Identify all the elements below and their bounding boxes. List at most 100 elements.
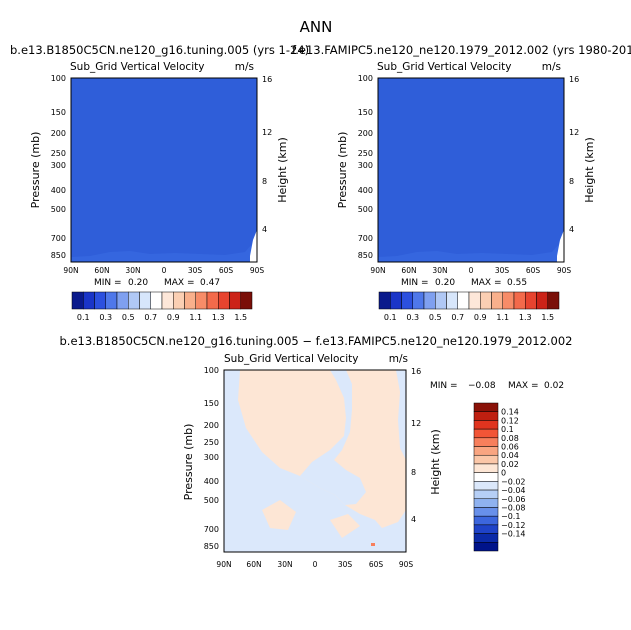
x-tick-label: 60N — [401, 266, 416, 275]
panel-2-max-label: MAX = — [471, 278, 502, 288]
colorbar-swatch — [536, 291, 548, 310]
y-right-tick-label: 12 — [262, 128, 272, 137]
panel-1-x-ticks: 90N 60N 30N 0 30S 60S 90S — [63, 266, 264, 275]
colorbar-label: 0.5 — [122, 313, 135, 322]
x-tick-label: 60N — [246, 560, 261, 569]
colorbar-label: 0.12 — [501, 416, 519, 425]
colorbar-label: −0.14 — [501, 530, 526, 539]
panel-3: b.e13.B1850C5CN.ne120_g16.tuning.005 − f… — [59, 334, 572, 569]
colorbar-label: −0.08 — [501, 503, 526, 512]
y-tick-label: 850 — [204, 542, 219, 551]
panel-3-min-spot — [371, 543, 375, 546]
page-title: ANN — [300, 18, 333, 36]
y-tick-label: 250 — [204, 438, 219, 447]
colorbar-swatch — [150, 291, 163, 310]
colorbar-swatch — [401, 291, 413, 310]
colorbar-swatch — [491, 291, 503, 310]
y-tick-label: 400 — [358, 186, 373, 195]
x-tick-label: 30S — [338, 560, 353, 569]
y-right-tick-label: 8 — [411, 468, 416, 477]
x-tick-label: 60S — [526, 266, 541, 275]
colorbar-swatch — [473, 428, 499, 439]
colorbar-label: −0.02 — [501, 477, 526, 486]
x-tick-label: 0 — [313, 560, 318, 569]
y-right-tick-label: 4 — [569, 225, 574, 234]
panel-2-field — [378, 78, 564, 262]
panel-3-max-value: 0.02 — [544, 381, 564, 391]
colorbar-swatch — [473, 411, 499, 421]
y-tick-label: 150 — [204, 399, 219, 408]
panel-3-y-label-right: Height (km) — [429, 429, 442, 495]
y-tick-label: 850 — [51, 251, 66, 260]
y-tick-label: 850 — [358, 251, 373, 260]
y-tick-label: 200 — [204, 421, 219, 430]
colorbar-label: 0.5 — [429, 313, 442, 322]
colorbar-swatch — [378, 291, 391, 310]
colorbar-swatch — [473, 542, 499, 552]
colorbar-label: −0.04 — [501, 486, 526, 495]
colorbar-label: 0.1 — [384, 313, 397, 322]
colorbar-swatch — [525, 291, 537, 310]
colorbar-swatch — [83, 291, 95, 310]
y-tick-label: 700 — [358, 234, 373, 243]
colorbar-label: 0.9 — [167, 313, 180, 322]
colorbar-swatch — [218, 291, 230, 310]
colorbar-swatch — [390, 291, 402, 310]
y-tick-label: 300 — [51, 161, 66, 170]
colorbar-swatch — [128, 291, 140, 310]
x-tick-label: 60S — [369, 560, 384, 569]
y-tick-label: 150 — [51, 108, 66, 117]
panel-2-min-label: MIN = — [401, 278, 429, 288]
x-tick-label: 90N — [63, 266, 78, 275]
colorbar-swatch — [116, 291, 129, 310]
colorbar-label: −0.06 — [501, 495, 526, 504]
y-tick-label: 400 — [204, 477, 219, 486]
colorbar-label: 0 — [501, 469, 506, 478]
panel-1-units: m/s — [235, 61, 254, 73]
x-tick-label: 60N — [94, 266, 109, 275]
colorbar-label: 0.06 — [501, 443, 519, 452]
y-tick-label: 500 — [204, 496, 219, 505]
panel-2-y-right-ticks: 16 12 8 4 — [569, 75, 579, 234]
colorbar-panel-2: 0.1 0.3 0.5 0.7 0.9 1.1 1.3 1.5 — [378, 291, 560, 322]
colorbar-panel-3: 0.140.120.10.080.060.040.020−0.02−0.04−0… — [473, 402, 526, 552]
colorbar-panel-1: 0.1 0.3 0.5 0.7 0.9 1.1 1.3 1.5 — [71, 291, 253, 322]
y-tick-label: 100 — [204, 366, 219, 375]
panel-1: b.e13.B1850C5CN.ne120_g16.tuning.005 (yr… — [10, 43, 309, 288]
y-tick-label: 100 — [358, 74, 373, 83]
y-tick-label: 300 — [204, 453, 219, 462]
panel-2-units: m/s — [542, 61, 561, 73]
panel-3-min-label: MIN = — [430, 381, 458, 391]
panel-2-frame — [377, 77, 565, 263]
y-tick-label: 700 — [51, 234, 66, 243]
y-right-tick-label: 4 — [262, 225, 267, 234]
y-tick-label: 300 — [358, 161, 373, 170]
y-right-tick-label: 12 — [411, 419, 421, 428]
x-tick-label: 0 — [469, 266, 474, 275]
panel-3-x-ticks: 90N 60N 30N 0 30S 60S 90S — [216, 560, 413, 569]
y-right-tick-label: 16 — [262, 75, 272, 84]
panel-3-y-ticks: 100 150 200 250 300 400 500 700 850 — [204, 366, 219, 551]
colorbar-swatch — [71, 291, 84, 310]
y-right-tick-label: 4 — [411, 515, 416, 524]
colorbar-label: 0.7 — [144, 313, 157, 322]
colorbar-label: 1.3 — [519, 313, 532, 322]
colorbar-label: 0.1 — [501, 425, 514, 434]
colorbar-swatch — [457, 291, 470, 310]
panel-2: f.e13.FAMIPC5.ne120_ne120.1979_2012.002 … — [292, 43, 631, 288]
colorbar-swatch — [94, 291, 106, 310]
y-tick-label: 250 — [51, 149, 66, 158]
panel-2-min-value: 0.20 — [435, 278, 455, 288]
x-tick-label: 90S — [250, 266, 265, 275]
panel-1-title: b.e13.B1850C5CN.ne120_g16.tuning.005 (yr… — [10, 43, 309, 57]
colorbar-swatch — [473, 515, 499, 526]
colorbar-label: 1.3 — [212, 313, 225, 322]
panel-1-frame — [70, 77, 258, 263]
colorbar-swatch — [473, 533, 499, 543]
colorbar-swatch — [473, 420, 499, 430]
colorbar-swatch — [502, 291, 515, 310]
y-tick-label: 700 — [204, 525, 219, 534]
y-tick-label: 200 — [358, 129, 373, 138]
colorbar-label: 0.1 — [77, 313, 90, 322]
panel-3-units: m/s — [389, 353, 408, 365]
